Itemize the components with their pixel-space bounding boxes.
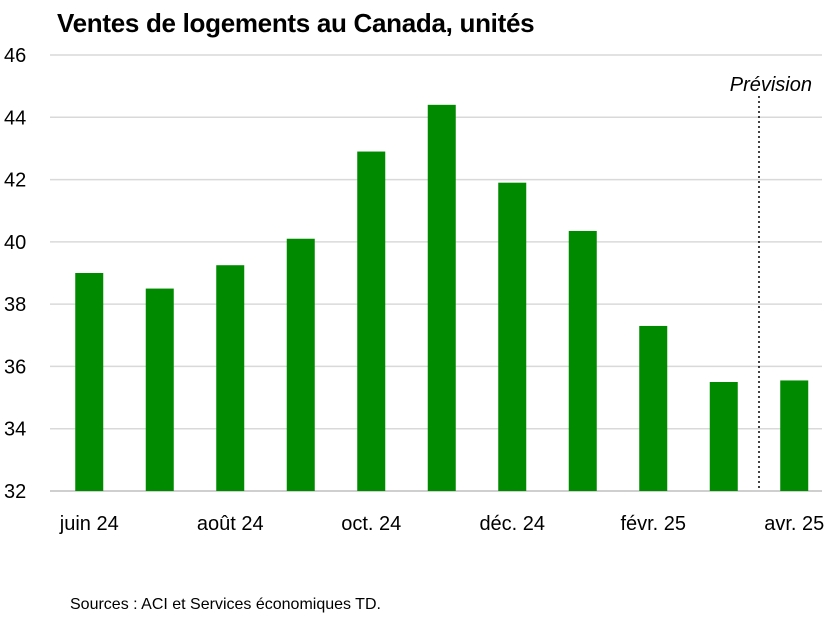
y-tick-label: 32: [4, 481, 26, 503]
bar: [639, 325, 668, 491]
forecast-label: Prévision: [730, 74, 812, 96]
y-tick-label: 34: [4, 419, 26, 441]
chart-title: Ventes de logements au Canada, unités: [57, 8, 535, 38]
bar: [286, 238, 315, 491]
bar: [427, 104, 456, 491]
source-note: Sources : ACI et Services économiques TD…: [70, 596, 381, 613]
bar: [216, 265, 245, 491]
x-axis: juin 24 août 24 oct. 24 déc. 24 févr. 25 avr.…: [59, 513, 824, 535]
x-tick-label: août 24: [197, 513, 264, 535]
bars: [75, 104, 809, 492]
bar: [498, 182, 527, 491]
bar: [357, 151, 386, 492]
bar: [568, 230, 597, 491]
x-tick-label: févr. 25: [620, 513, 686, 535]
bar: [145, 288, 174, 491]
bar: [75, 273, 104, 491]
bar: [780, 380, 809, 491]
y-axis: 32 34 36 38 40 42 44 46: [4, 45, 26, 503]
y-tick-label: 42: [4, 170, 26, 192]
y-tick-label: 46: [4, 45, 26, 67]
bar: [709, 382, 738, 491]
y-tick-label: 44: [4, 107, 26, 129]
x-tick-label: avr. 25: [764, 513, 824, 535]
x-tick-label: déc. 24: [479, 513, 545, 535]
y-tick-label: 40: [4, 232, 26, 254]
y-tick-label: 36: [4, 356, 26, 378]
x-tick-label: oct. 24: [341, 513, 401, 535]
x-tick-label: juin 24: [59, 513, 119, 535]
y-tick-label: 38: [4, 294, 26, 316]
forecast-marker: Prévision: [730, 74, 812, 491]
